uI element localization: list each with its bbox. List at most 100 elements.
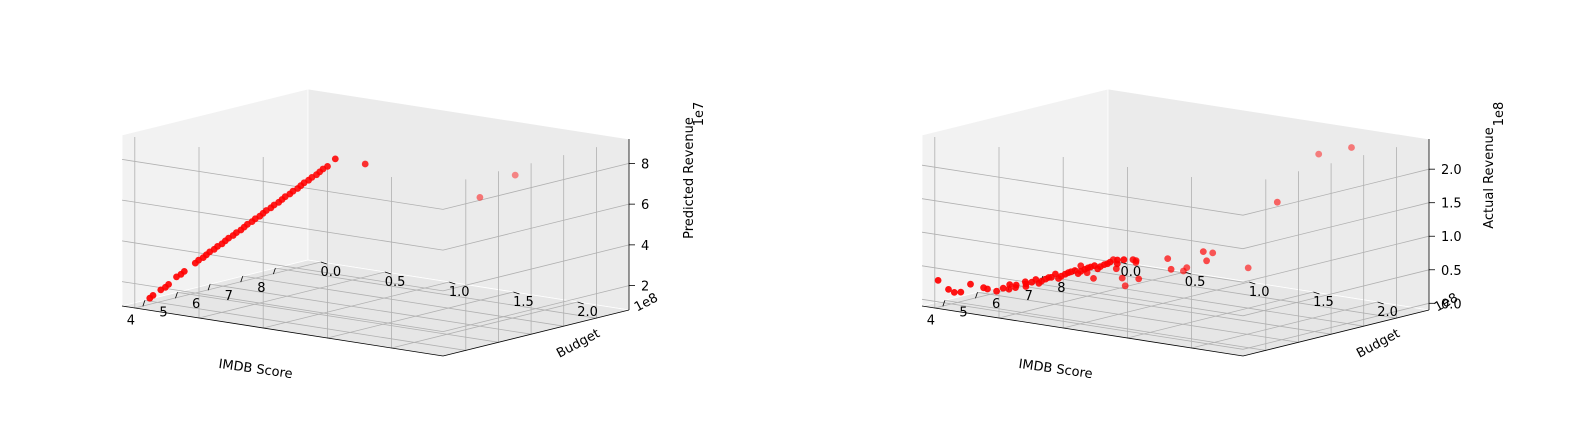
z-tick-label: 4 — [641, 239, 649, 254]
scatter-3d-actual-revenue: 4 5 6 7 8 0.0 0.5 1.0 1.5 2.0 0.0 0.5 1.0 1.5 2.0 IMDB … — [921, 88, 1507, 382]
scatter-point — [173, 273, 180, 281]
scatter-point — [331, 155, 339, 163]
scatter-point — [1061, 270, 1069, 278]
scatter-3d-predicted-revenue: 4 5 6 7 8 0.0 0.5 1.0 1.5 2.0 2 4 6 8 IMDB Score Budget… — [121, 88, 707, 382]
scatter-point — [1273, 198, 1281, 206]
scatter-point — [165, 281, 173, 288]
y-axis-label: Budget — [554, 326, 602, 361]
y-tick-label: 1.0 — [1249, 285, 1270, 300]
x-axis-line — [121, 305, 444, 357]
scatter-point — [214, 243, 221, 250]
scatter-point — [1203, 257, 1210, 265]
scatter-point — [1032, 276, 1040, 283]
scatter-point — [1006, 281, 1014, 288]
x-tick-mark — [942, 300, 946, 307]
y-tick-label: 0.5 — [1185, 275, 1206, 290]
scatter-point — [251, 215, 259, 223]
gridline-z — [921, 231, 1430, 283]
z-offset-label: 1e8 — [1492, 102, 1507, 127]
scatter-point — [1052, 270, 1059, 278]
y-offset-label: 1e8 — [632, 291, 661, 316]
x-tick-label: 5 — [959, 305, 967, 320]
scatter-point — [1183, 264, 1191, 271]
z-tick-label: 1.5 — [1441, 197, 1462, 212]
y-tick-mark — [384, 271, 392, 275]
gridline-z — [121, 281, 630, 333]
scatter-point — [1114, 256, 1121, 264]
scatter-point — [1090, 275, 1097, 282]
scatter-points — [146, 155, 519, 302]
scatter-point — [1164, 255, 1172, 262]
scatter-point — [281, 193, 289, 201]
x-tick-label: 6 — [192, 297, 200, 312]
x-tick-label: 8 — [257, 281, 265, 296]
scatter-point — [1042, 275, 1049, 283]
y-tick-mark — [449, 281, 456, 285]
x-tick-mark — [175, 292, 178, 299]
x-tick-mark — [240, 276, 244, 283]
z-tick-label: 0.0 — [1441, 297, 1462, 312]
z-tick-label: 2.0 — [1441, 163, 1462, 178]
y-tick-mark — [1377, 301, 1384, 305]
scatter-point — [1022, 280, 1030, 288]
y-axis-label: Budget — [1354, 326, 1402, 361]
y-axis-line — [1242, 309, 1430, 357]
scatter-point — [1129, 256, 1137, 263]
scatter-point — [308, 174, 316, 181]
scatter-point — [1348, 144, 1355, 151]
z-tick-label: 0.5 — [1441, 264, 1462, 279]
gridline-z — [121, 199, 630, 251]
gridline-z — [921, 298, 1430, 350]
y-tick-mark — [1313, 291, 1320, 295]
scatter-point — [957, 288, 965, 296]
x-tick-label: 7 — [1025, 289, 1033, 304]
x-tick-mark — [207, 284, 211, 291]
scatter-point — [233, 229, 240, 237]
gridline-z — [921, 164, 1430, 216]
scatter-point — [206, 248, 214, 256]
scatter-point — [1209, 249, 1217, 257]
scatter-point — [1118, 274, 1126, 282]
x-tick-label: 5 — [159, 305, 167, 320]
x-tick-mark — [975, 292, 978, 299]
scatter-point — [984, 285, 991, 293]
scatter-point — [1081, 266, 1089, 273]
scatter-point — [361, 160, 369, 168]
x-tick-label: 8 — [1057, 281, 1065, 296]
y-tick-mark — [1249, 281, 1256, 285]
z-tick-label: 1.0 — [1441, 230, 1462, 245]
y-tick-label: 1.0 — [449, 285, 470, 300]
scatter-points — [934, 144, 1355, 296]
x-axis-label: IMDB Score — [218, 357, 294, 382]
scatter-point — [289, 187, 297, 195]
x-tick-label: 4 — [927, 313, 935, 328]
z-tick-label: 8 — [641, 157, 649, 172]
gridline-z — [121, 159, 630, 210]
y-tick-mark — [577, 301, 584, 305]
gridline-z — [121, 240, 630, 292]
scatter-point — [300, 179, 308, 187]
y-tick-mark — [320, 261, 327, 265]
scatter-point — [195, 256, 203, 264]
y-tick-label: 2.0 — [1377, 305, 1398, 320]
scatter-point — [999, 284, 1007, 292]
z-axis-label: Predicted Revenue — [682, 117, 697, 239]
scatter-point — [1071, 267, 1079, 274]
scatter-point — [1120, 256, 1128, 264]
scatter-point — [1315, 150, 1323, 158]
x-tick-mark — [142, 300, 146, 307]
y-tick-label: 0.0 — [320, 265, 341, 280]
gridline-z — [921, 198, 1430, 250]
scatter-point — [1106, 258, 1114, 266]
y-tick-mark — [513, 291, 520, 295]
y-tick-label: 1.5 — [1313, 295, 1334, 310]
scatter-point — [934, 277, 942, 284]
scatter-point — [950, 289, 958, 296]
z-offset-label: 1e7 — [692, 102, 707, 127]
scatter-point — [1244, 264, 1252, 272]
scatter-point — [270, 201, 278, 209]
x-tick-mark — [272, 267, 276, 275]
scatter-point — [1100, 261, 1108, 268]
y-tick-label: 0.5 — [385, 275, 406, 290]
